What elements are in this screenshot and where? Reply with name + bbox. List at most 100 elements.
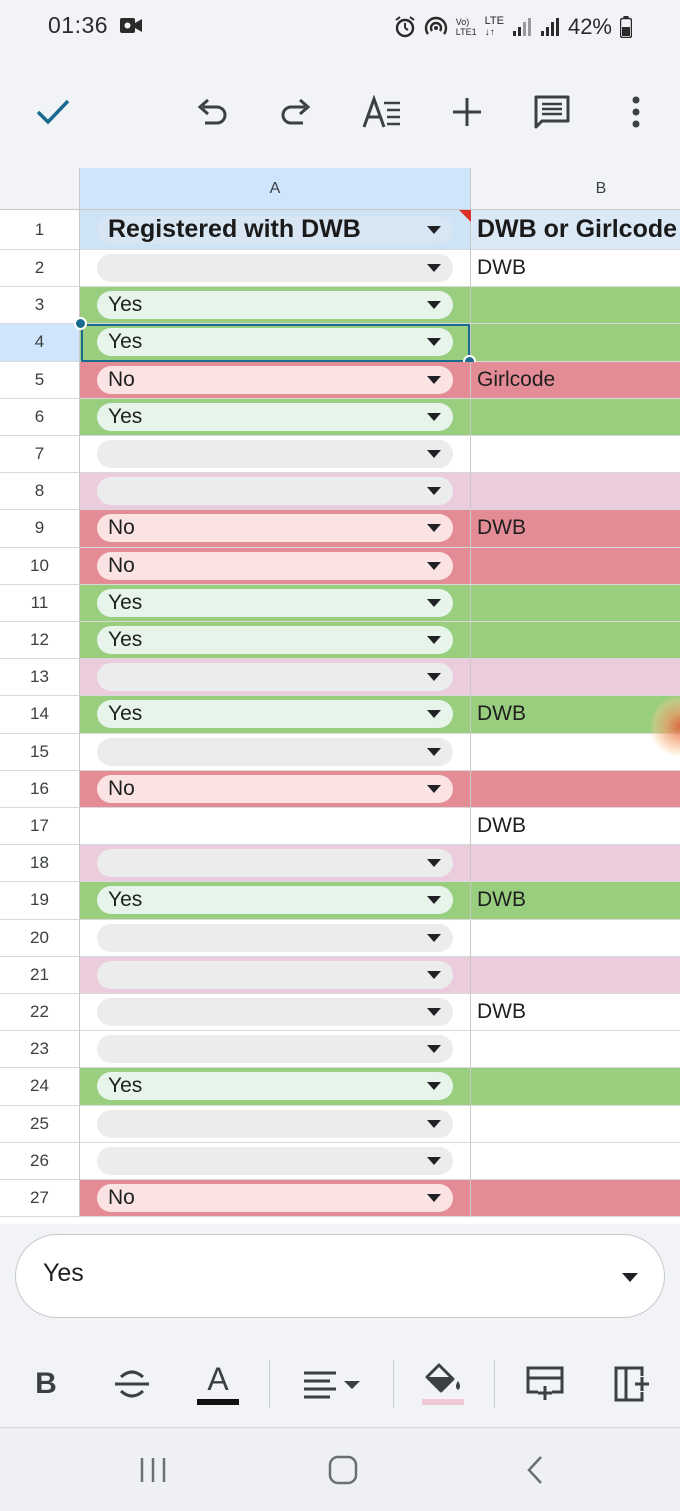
dropdown-chip[interactable]: No <box>97 365 453 394</box>
row-number[interactable]: 19 <box>0 882 80 920</box>
row-number[interactable]: 23 <box>0 1031 80 1069</box>
row-number[interactable]: 18 <box>0 845 80 883</box>
align-icon[interactable] <box>302 1358 362 1410</box>
row-number[interactable]: 10 <box>0 547 80 585</box>
cell-a[interactable]: Yes <box>80 584 471 622</box>
dropdown-chip[interactable] <box>97 998 453 1027</box>
cell-a[interactable] <box>80 436 471 474</box>
row-number[interactable]: 2 <box>0 250 80 288</box>
cell-a[interactable] <box>80 1031 471 1069</box>
cell-a[interactable] <box>80 919 471 957</box>
cell-b[interactable] <box>471 956 680 994</box>
fill-color-icon[interactable] <box>420 1358 466 1410</box>
row-number[interactable]: 25 <box>0 1105 80 1143</box>
text-format-icon[interactable] <box>356 86 408 138</box>
dropdown-chip[interactable] <box>97 254 453 283</box>
row-number[interactable]: 14 <box>0 696 80 734</box>
dropdown-chip[interactable]: Yes <box>97 588 453 617</box>
dropdown-chip[interactable]: Yes <box>97 626 453 655</box>
row-number[interactable]: 7 <box>0 436 80 474</box>
cell-a[interactable] <box>80 733 471 771</box>
dropdown-chip[interactable]: No <box>97 774 453 803</box>
text-color-icon[interactable]: A <box>194 1358 242 1410</box>
cell-b[interactable] <box>471 659 680 697</box>
home-icon[interactable] <box>318 1450 368 1490</box>
cell-b[interactable]: Girlcode <box>471 361 680 399</box>
row-number[interactable]: 3 <box>0 287 80 325</box>
cell-b[interactable] <box>471 287 680 325</box>
cell-b[interactable] <box>471 436 680 474</box>
row-number[interactable]: 24 <box>0 1068 80 1106</box>
cell-b[interactable] <box>471 584 680 622</box>
dropdown-chip[interactable]: Yes <box>97 291 453 320</box>
row-number[interactable]: 17 <box>0 808 80 846</box>
row-number[interactable]: 5 <box>0 361 80 399</box>
row-number[interactable]: 12 <box>0 622 80 660</box>
cell-a[interactable]: No <box>80 770 471 808</box>
insert-row-icon[interactable] <box>524 1358 566 1410</box>
cell-a[interactable] <box>80 1142 471 1180</box>
selection-handle-start[interactable] <box>74 317 87 331</box>
cell-b[interactable] <box>471 845 680 883</box>
cell-b[interactable]: DWB <box>471 882 680 920</box>
row-number[interactable]: 8 <box>0 473 80 511</box>
cell-b[interactable] <box>471 1142 680 1180</box>
dropdown-chip[interactable] <box>97 1035 453 1064</box>
row-number[interactable]: 4 <box>0 324 80 362</box>
cell-a[interactable]: No <box>80 361 471 399</box>
dropdown-chip[interactable]: No <box>97 551 453 580</box>
cell-a[interactable] <box>80 1105 471 1143</box>
row-number[interactable]: 1 <box>0 210 80 250</box>
spreadsheet-grid[interactable]: A B 1 Registered with DWB DWB or Girlcod… <box>0 168 680 1224</box>
cell-a[interactable]: Yes <box>80 696 471 734</box>
dropdown-chip[interactable]: Yes <box>97 886 453 915</box>
cell-b[interactable] <box>471 1068 680 1106</box>
select-all-corner[interactable] <box>0 168 80 210</box>
dropdown-chip[interactable] <box>97 737 453 766</box>
cell-a[interactable]: Yes <box>80 287 471 325</box>
dropdown-chip[interactable]: Yes <box>97 328 453 357</box>
cell-b[interactable] <box>471 919 680 957</box>
cell-a[interactable]: Yes <box>80 398 471 436</box>
dropdown-chip[interactable]: No <box>97 1184 453 1213</box>
cell-b[interactable] <box>471 547 680 585</box>
insert-column-icon[interactable] <box>612 1358 654 1410</box>
cell-b[interactable]: DWB <box>471 696 680 734</box>
row-number[interactable]: 22 <box>0 994 80 1032</box>
cell-b1[interactable]: DWB or Girlcode <box>471 210 680 250</box>
row-number[interactable]: 15 <box>0 733 80 771</box>
row-number[interactable]: 26 <box>0 1142 80 1180</box>
dropdown-chip[interactable] <box>97 663 453 692</box>
cell-a[interactable] <box>80 473 471 511</box>
add-icon[interactable] <box>441 86 493 138</box>
cell-a[interactable]: Yes <box>80 1068 471 1106</box>
dropdown-chip[interactable]: Yes <box>97 402 453 431</box>
comment-icon[interactable] <box>526 86 578 138</box>
cell-b[interactable]: DWB <box>471 994 680 1032</box>
column-header-b[interactable]: B <box>471 168 680 210</box>
cell-a[interactable]: Yes <box>80 882 471 920</box>
cell-a[interactable]: No <box>80 547 471 585</box>
row-number[interactable]: 9 <box>0 510 80 548</box>
dropdown-chip[interactable] <box>97 440 453 469</box>
back-icon[interactable] <box>510 1450 560 1490</box>
row-number[interactable]: 20 <box>0 919 80 957</box>
row-number[interactable]: 6 <box>0 398 80 436</box>
dropdown-chip[interactable] <box>97 1109 453 1138</box>
cell-a[interactable] <box>80 845 471 883</box>
cell-b[interactable]: DWB <box>471 250 680 288</box>
cell-a[interactable] <box>80 994 471 1032</box>
dropdown-chip[interactable]: No <box>97 514 453 543</box>
cell-a[interactable] <box>80 956 471 994</box>
check-icon[interactable] <box>27 86 79 138</box>
dropdown-chip[interactable] <box>97 849 453 878</box>
dropdown-chip[interactable]: Yes <box>97 700 453 729</box>
bold-icon[interactable]: B <box>35 1367 57 1400</box>
cell-a[interactable]: Yes <box>80 324 471 362</box>
cell-b[interactable] <box>471 1180 680 1218</box>
cell-b[interactable]: DWB <box>471 510 680 548</box>
cell-b[interactable] <box>471 398 680 436</box>
recents-icon[interactable] <box>128 1450 178 1490</box>
cell-a[interactable]: Yes <box>80 622 471 660</box>
cell-a1[interactable]: Registered with DWB <box>80 210 471 250</box>
